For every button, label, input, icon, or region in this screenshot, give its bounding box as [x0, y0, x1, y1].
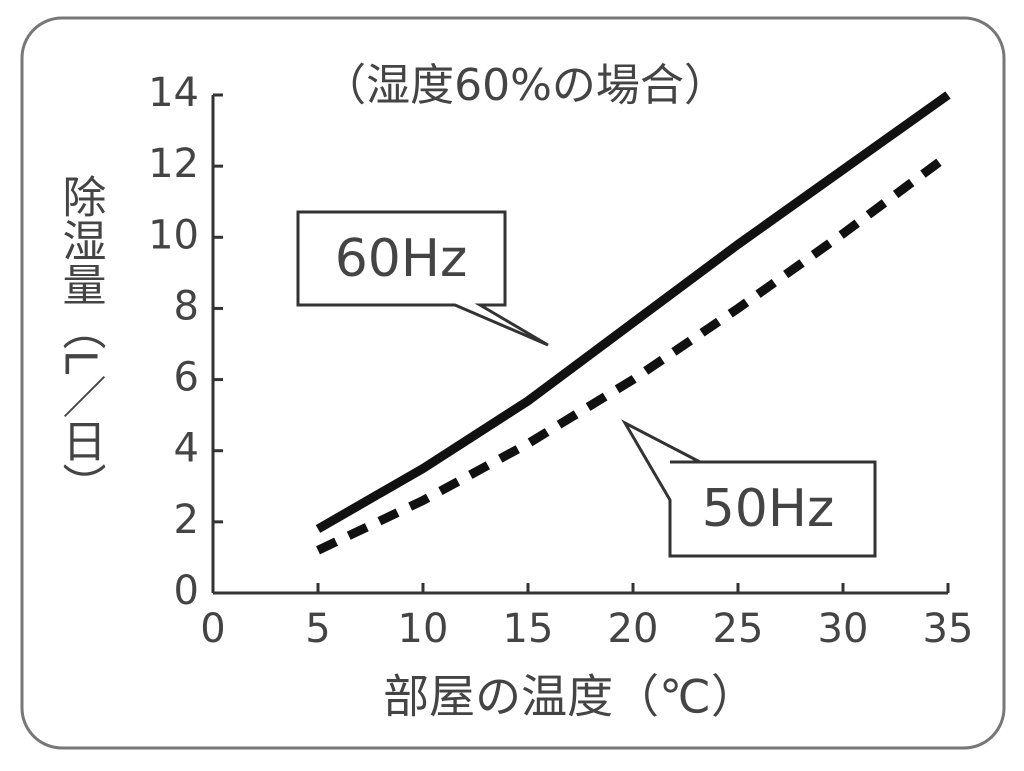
y-tick-label: 6 — [174, 355, 199, 401]
y-tick-label: 12 — [148, 141, 199, 187]
x-tick-label: 20 — [608, 606, 659, 652]
callout-label: 60Hz — [335, 229, 468, 289]
y-tick-label: 4 — [174, 426, 199, 472]
x-tick-label: 30 — [818, 606, 869, 652]
y-tick-label: 2 — [174, 497, 199, 543]
chart-subtitle: （湿度60%の場合） — [322, 60, 728, 111]
callout-box — [621, 419, 877, 558]
y-tick-label: 0 — [174, 568, 199, 614]
x-tick-label: 0 — [200, 606, 225, 652]
x-axis-label: 部屋の温度（℃） — [383, 670, 757, 724]
callout-box — [296, 210, 549, 347]
y-axis-label: 除湿量（L／日） — [55, 173, 106, 506]
x-tick-label: 10 — [398, 606, 449, 652]
x-tick-label: 35 — [923, 606, 974, 652]
x-tick-label: 25 — [713, 606, 764, 652]
x-tick-label: 15 — [503, 606, 554, 652]
series-line — [316, 151, 951, 555]
y-tick-label: 8 — [174, 283, 199, 329]
series-line — [315, 91, 951, 533]
x-tick-label: 5 — [305, 606, 330, 652]
y-tick-label: 10 — [148, 212, 199, 258]
y-tick-label: 14 — [148, 70, 199, 116]
frame — [20, 16, 1006, 750]
callout-label: 50Hz — [702, 479, 835, 539]
plot-area: 0 2 4 6 8 10 12 14 0 5 10 15 20 25 30 35 — [148, 70, 973, 652]
